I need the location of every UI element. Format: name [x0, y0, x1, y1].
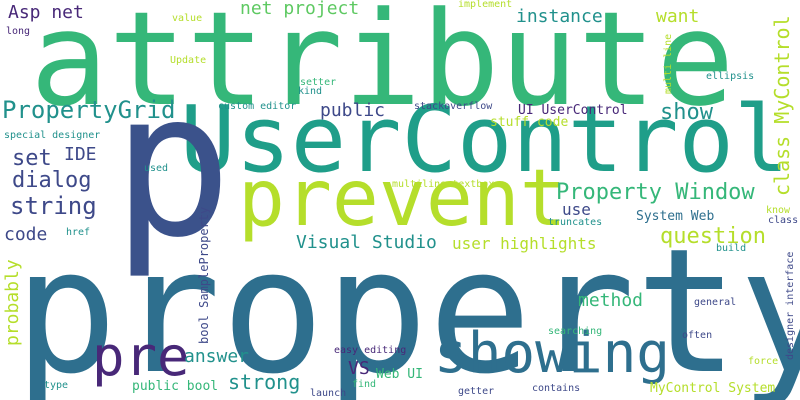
word-pre: pre — [92, 325, 190, 388]
word-multi-line: multi line — [663, 33, 674, 94]
word-string: string — [10, 192, 97, 220]
word-probably: probably — [2, 259, 23, 346]
word-getter: getter — [458, 386, 495, 397]
word-searching: searching — [548, 326, 603, 337]
word-class-mycontrol: class MyControl — [770, 15, 794, 196]
word-kind: kind — [298, 86, 323, 97]
word-showing: showing — [434, 321, 671, 386]
word-system-web: System Web — [636, 209, 715, 224]
word-class: class — [768, 215, 799, 226]
word-dialog: dialog — [12, 168, 92, 193]
word-p: p — [112, 49, 233, 282]
word-set: set — [12, 146, 52, 171]
word-method: method — [578, 290, 644, 311]
word-question: question — [660, 224, 766, 249]
word-property: property — [14, 211, 800, 400]
word-contains: contains — [532, 383, 581, 394]
word-launch: launch — [310, 388, 347, 399]
word-visual-studio: Visual Studio — [296, 232, 437, 253]
word-implement: implement — [458, 0, 513, 10]
word-asp-net: Asp net — [8, 2, 84, 23]
word-used: used — [144, 163, 169, 174]
word-attribute: attribute — [30, 0, 735, 135]
word-bool-sampleproperty: bool SampleProperty — [197, 206, 211, 344]
word-multiline-textbox: multiline textbox — [392, 179, 495, 190]
word-web-ui: Web UI — [376, 367, 423, 382]
word-property-window: Property Window — [556, 180, 755, 205]
word-special-designer: special designer — [4, 130, 101, 141]
word-stackoverflow: stackoverflow — [414, 101, 493, 112]
word-ide: IDE — [64, 144, 97, 165]
word-ellipsis: ellipsis — [706, 71, 755, 82]
word-often: often — [682, 330, 713, 341]
word-public: public — [320, 100, 386, 121]
word-truncates: truncates — [548, 217, 603, 228]
word-user-highlights: user highlights — [452, 234, 597, 253]
word-designer-interface: designer interface — [785, 251, 796, 360]
word-href: href — [66, 227, 91, 238]
word-net-project: net project — [240, 0, 360, 19]
word-know: know — [766, 205, 791, 216]
word-prevent: prevent — [238, 154, 567, 244]
word-code: code — [4, 224, 48, 245]
word-want: want — [656, 6, 700, 27]
word-easy-editing: easy editing — [334, 345, 407, 356]
word-ui-usercontrol: UI UserControl — [518, 103, 628, 118]
word-instance: instance — [516, 6, 603, 27]
word-find: find — [352, 379, 377, 390]
word-strong: strong — [228, 370, 301, 394]
word-public-bool: public bool — [132, 379, 219, 394]
word-general: general — [694, 297, 737, 308]
word-value: value — [172, 13, 203, 24]
word-long: long — [6, 26, 31, 37]
word-propertygrid: PropertyGrid — [2, 96, 176, 124]
word-mycontrol-system: MyControl System — [650, 381, 776, 396]
word-type: type — [44, 380, 69, 391]
word-vs: VS — [348, 358, 370, 379]
word-build: build — [716, 243, 747, 254]
word-use: use — [562, 200, 591, 219]
word-show: show — [660, 100, 713, 125]
word-custom-editor: custom editor — [218, 101, 297, 112]
word-force: force — [748, 356, 779, 367]
word-answer: answer — [184, 346, 250, 367]
word-usercontrol: UserControl — [180, 86, 790, 193]
word-update: Update — [170, 55, 207, 66]
word-stuff-code: stuff code — [490, 115, 569, 130]
word-setter: setter — [300, 77, 337, 88]
